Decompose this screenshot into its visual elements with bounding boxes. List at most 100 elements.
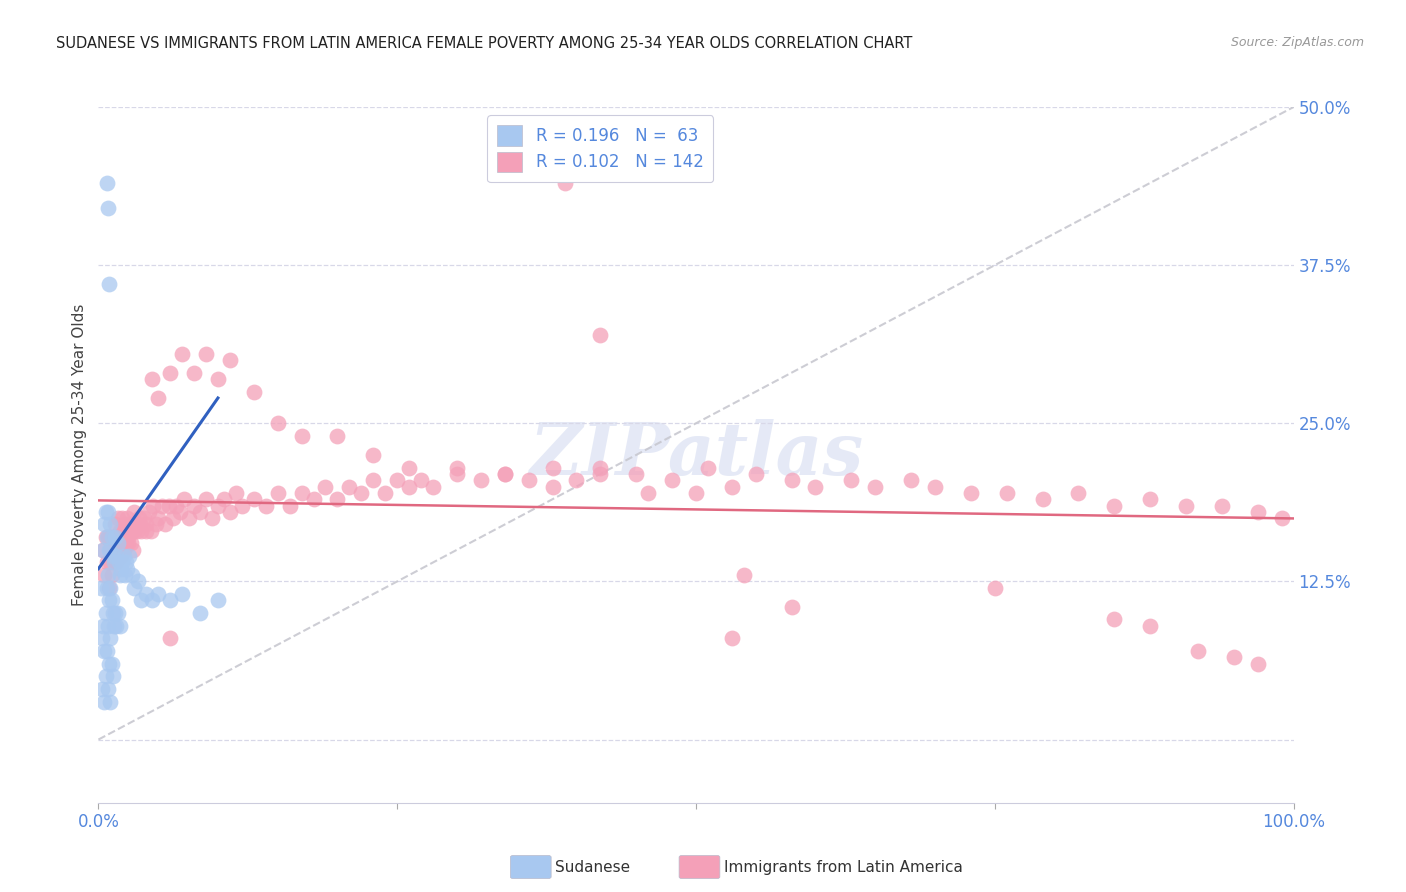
Point bbox=[100, 530, 122, 544]
Point bbox=[107, 511, 129, 525]
Point bbox=[411, 473, 433, 487]
Point bbox=[110, 562, 132, 576]
Point bbox=[98, 581, 121, 595]
Point bbox=[115, 511, 138, 525]
Point bbox=[100, 568, 122, 582]
Point bbox=[124, 505, 146, 519]
Point bbox=[626, 467, 648, 481]
Point bbox=[132, 511, 155, 525]
Point bbox=[111, 524, 134, 538]
Point bbox=[150, 499, 173, 513]
Point bbox=[159, 366, 181, 380]
Point bbox=[98, 581, 122, 595]
Point bbox=[267, 417, 290, 431]
Point bbox=[98, 277, 121, 292]
Point bbox=[129, 517, 152, 532]
Point bbox=[145, 517, 167, 532]
Point bbox=[101, 669, 124, 683]
Point bbox=[91, 542, 114, 557]
Point bbox=[94, 505, 117, 519]
Point bbox=[107, 556, 129, 570]
Point bbox=[131, 593, 153, 607]
Point bbox=[91, 681, 114, 696]
Point bbox=[125, 524, 148, 538]
Point bbox=[98, 542, 122, 557]
Point bbox=[96, 644, 118, 658]
Point bbox=[141, 372, 163, 386]
Point bbox=[165, 499, 187, 513]
Point bbox=[900, 473, 922, 487]
Point bbox=[1139, 492, 1161, 507]
Point bbox=[291, 486, 314, 500]
Point bbox=[157, 499, 180, 513]
Point bbox=[517, 473, 540, 487]
Point bbox=[94, 669, 117, 683]
Point bbox=[114, 568, 136, 582]
Point bbox=[98, 593, 121, 607]
Point bbox=[278, 499, 301, 513]
Point bbox=[105, 536, 128, 550]
Point bbox=[1104, 499, 1126, 513]
Point bbox=[138, 505, 160, 519]
Point bbox=[212, 492, 235, 507]
Point bbox=[398, 479, 420, 493]
Point bbox=[120, 536, 142, 550]
Point bbox=[93, 568, 115, 582]
Point bbox=[841, 473, 863, 487]
Point bbox=[90, 581, 112, 595]
Point bbox=[117, 524, 139, 538]
Point bbox=[135, 517, 157, 532]
Point bbox=[103, 618, 125, 632]
Legend: R = 0.196   N =  63, R = 0.102   N = 142: R = 0.196 N = 63, R = 0.102 N = 142 bbox=[488, 115, 713, 182]
Point bbox=[291, 429, 314, 443]
Point bbox=[195, 347, 218, 361]
Point bbox=[121, 568, 143, 582]
Point bbox=[721, 479, 744, 493]
Point bbox=[148, 587, 170, 601]
Point bbox=[108, 568, 131, 582]
Point bbox=[385, 473, 409, 487]
Point bbox=[103, 556, 125, 570]
Point bbox=[470, 473, 492, 487]
Point bbox=[219, 353, 242, 368]
Point bbox=[124, 524, 146, 538]
Point bbox=[107, 536, 129, 550]
Point bbox=[159, 632, 181, 646]
Point bbox=[112, 549, 135, 563]
Point bbox=[721, 632, 744, 646]
Point bbox=[254, 499, 277, 513]
Point bbox=[195, 492, 218, 507]
Point bbox=[107, 536, 129, 550]
Point bbox=[984, 581, 1007, 595]
Point bbox=[101, 606, 124, 620]
Point bbox=[363, 473, 385, 487]
Point bbox=[589, 327, 612, 342]
Y-axis label: Female Poverty Among 25-34 Year Olds: Female Poverty Among 25-34 Year Olds bbox=[72, 304, 87, 606]
Point bbox=[104, 530, 127, 544]
Point bbox=[110, 549, 132, 563]
Point bbox=[1247, 657, 1270, 671]
Point bbox=[98, 695, 122, 709]
Point bbox=[91, 542, 114, 557]
Point bbox=[804, 479, 827, 493]
Point bbox=[398, 460, 420, 475]
Point bbox=[124, 517, 146, 532]
Point bbox=[91, 618, 114, 632]
Point bbox=[207, 372, 229, 386]
Point bbox=[1187, 644, 1209, 658]
Point bbox=[302, 492, 325, 507]
Point bbox=[267, 486, 290, 500]
Point bbox=[1139, 618, 1161, 632]
Point bbox=[117, 536, 139, 550]
Text: Sudanese: Sudanese bbox=[555, 861, 630, 875]
Point bbox=[98, 542, 121, 557]
Point bbox=[105, 549, 128, 563]
Point bbox=[183, 499, 205, 513]
Point bbox=[326, 429, 349, 443]
Point bbox=[111, 536, 134, 550]
Point bbox=[350, 486, 373, 500]
Point bbox=[127, 574, 149, 589]
Point bbox=[93, 695, 115, 709]
Point bbox=[118, 549, 141, 563]
Point bbox=[104, 606, 127, 620]
